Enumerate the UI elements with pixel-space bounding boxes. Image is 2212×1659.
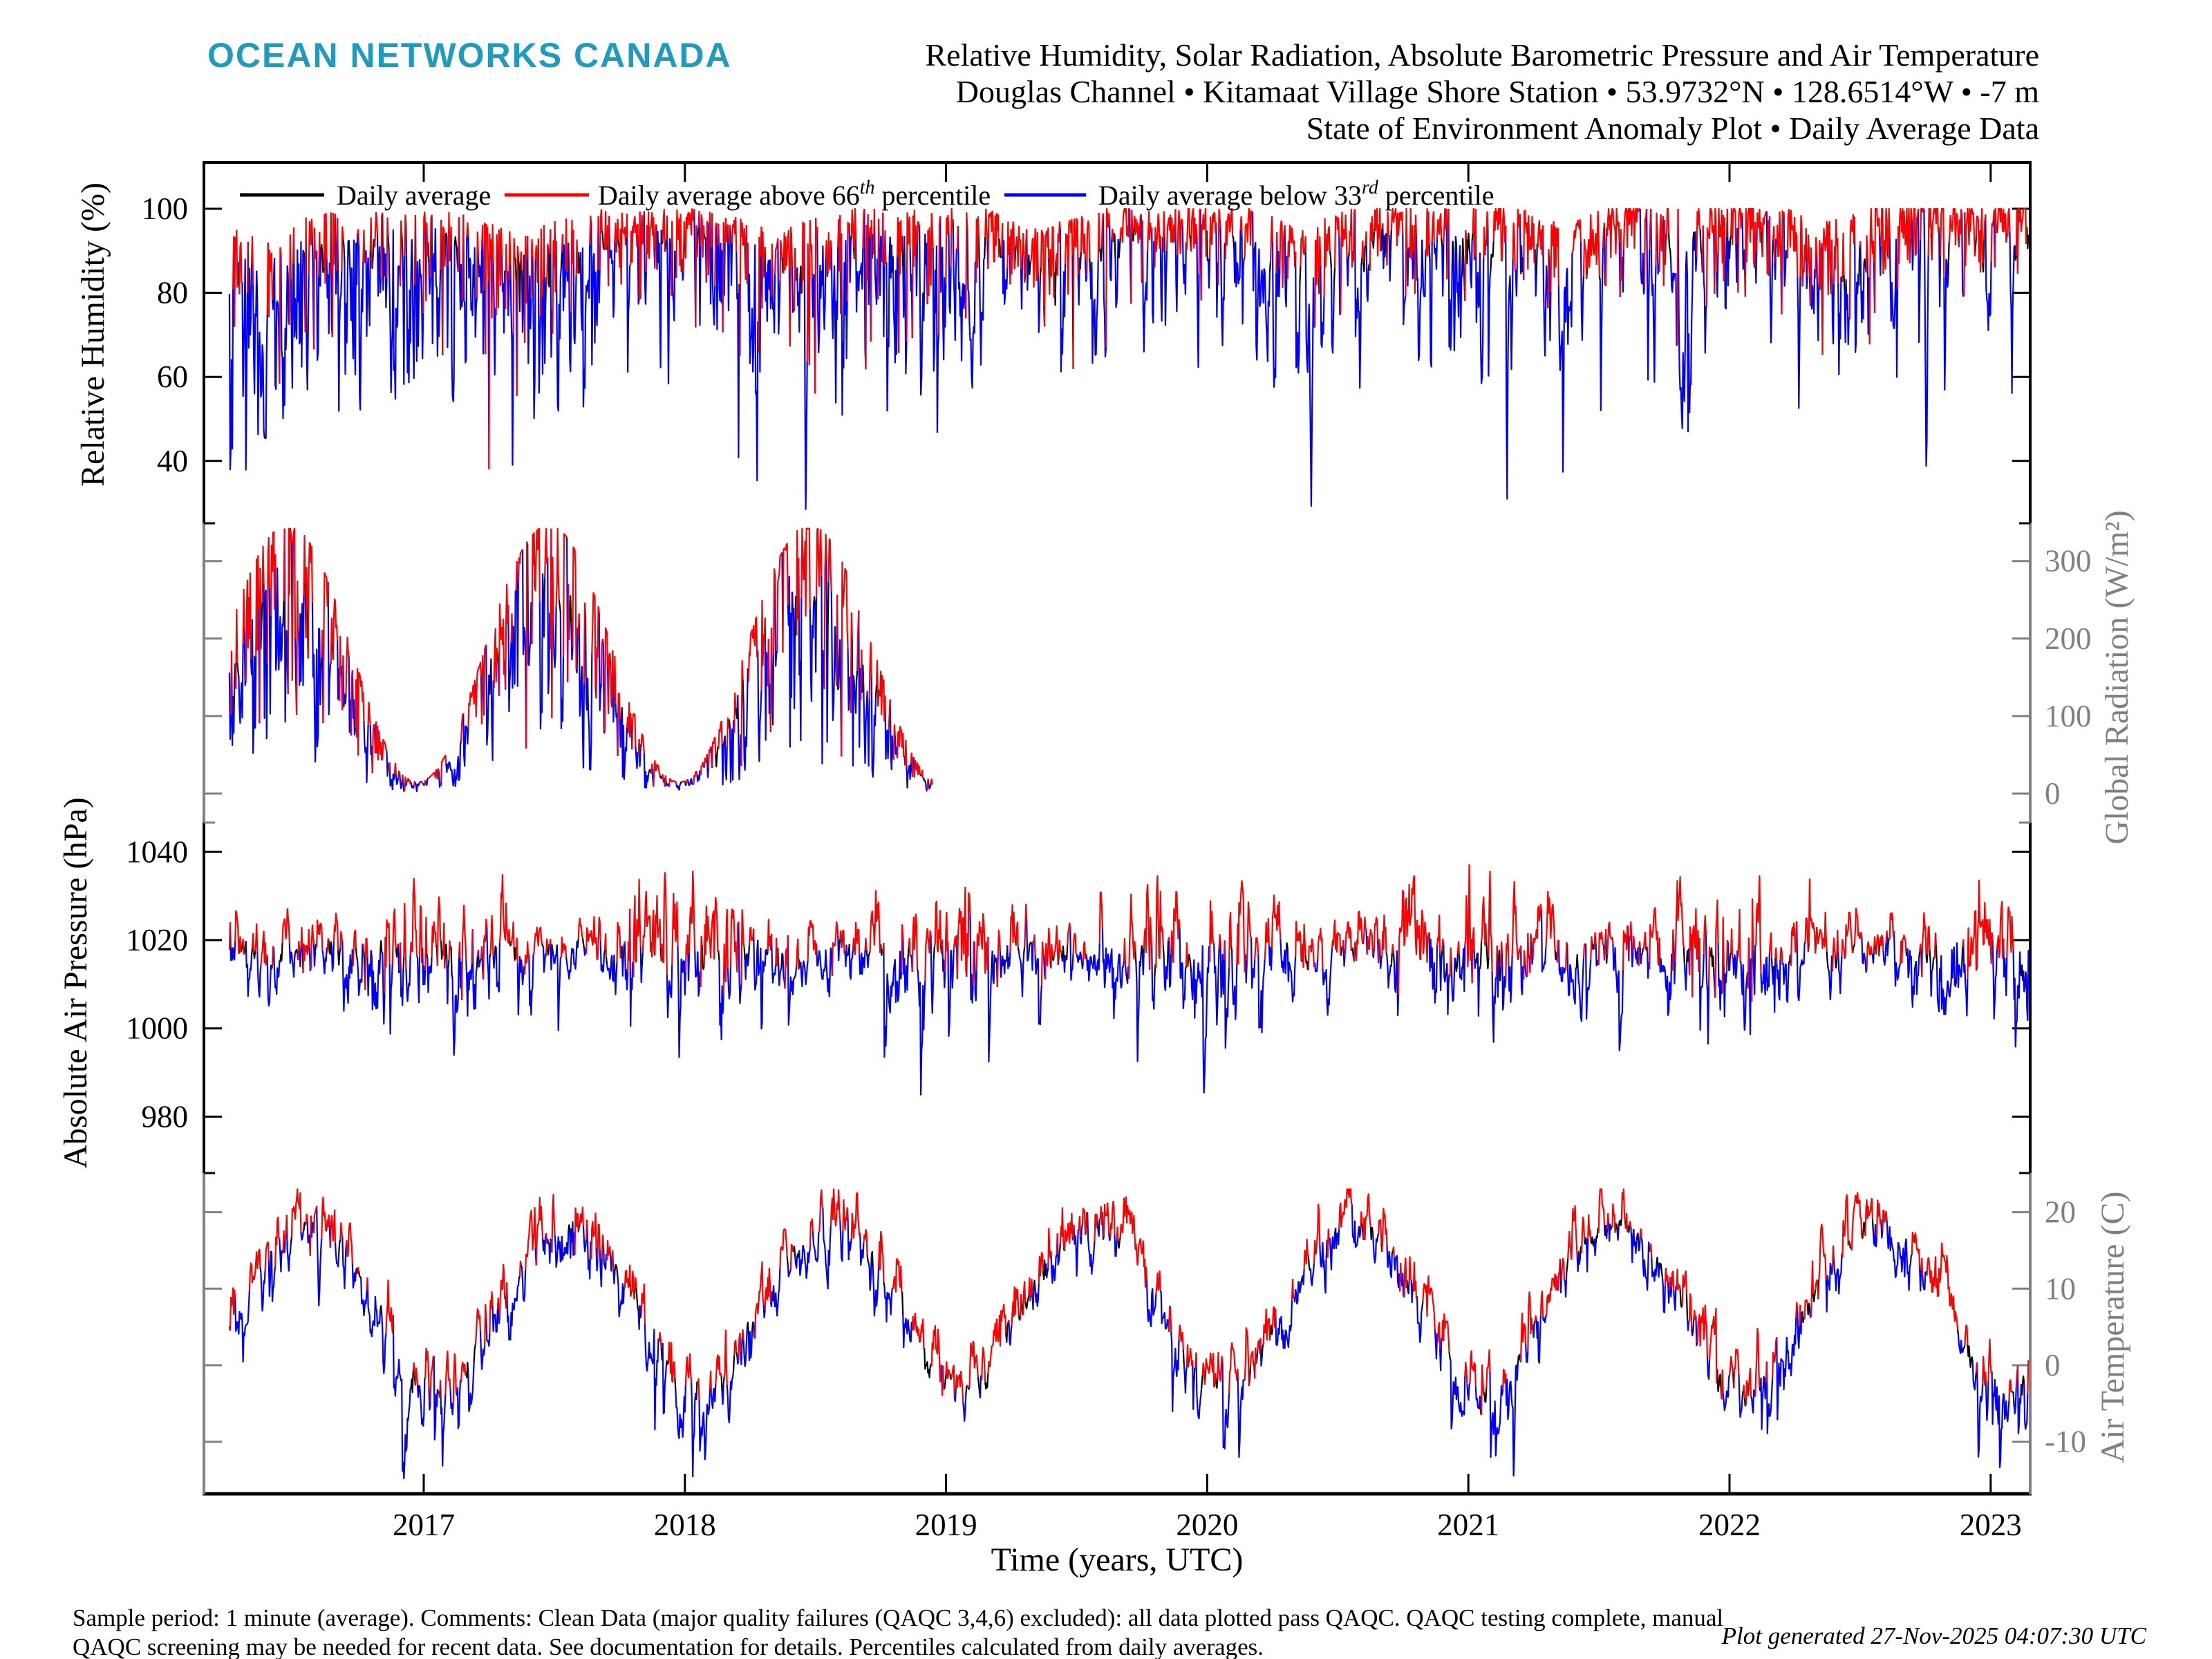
humidity-tick-label: 80 — [157, 276, 188, 310]
pressure-tick-label: 1000 — [126, 1011, 188, 1046]
temperature-axis-title: Air Temperature (C) — [2094, 1192, 2131, 1463]
pressure-series — [228, 864, 2030, 1096]
humidity-line-above66 — [232, 207, 2027, 469]
humidity-axis-title: Relative Humidity (%) — [75, 182, 111, 487]
radiation-series — [228, 527, 933, 793]
humidity-y-ticks: 100 80 60 40 — [142, 191, 2030, 478]
year-label: 2020 — [1176, 1508, 1238, 1542]
legend-label-below33: Daily average below 33rd percentile — [1098, 177, 1494, 211]
pressure-axis-title: Absolute Air Pressure (hPa) — [57, 797, 94, 1168]
humidity-tick-label: 40 — [157, 444, 188, 478]
radiation-tick-label: 300 — [2045, 544, 2092, 579]
temperature-tick-label: 10 — [2045, 1271, 2076, 1306]
plot-title-line-1: Relative Humidity, Solar Radiation, Abso… — [925, 37, 2039, 73]
pressure-tick-label: 1020 — [126, 923, 188, 957]
temperature-series — [228, 1188, 2030, 1479]
radiation-tick-label: 0 — [2045, 776, 2061, 811]
legend: Daily average Daily average above 66th p… — [240, 177, 1494, 211]
pressure-y-ticks: 1040 1020 1000 980 — [126, 834, 2030, 1134]
radiation-line-above66 — [229, 527, 933, 791]
temperature-y-ticks: 20 10 0 -10 — [204, 1195, 2086, 1459]
radiation-y-ticks: 300 200 100 0 — [204, 544, 2092, 811]
x-axis: 2017 2018 2019 2020 2021 2022 2023 — [393, 164, 2022, 1542]
year-label: 2018 — [654, 1508, 716, 1542]
y-axes: 100806040300200100010401020100098020100-… — [126, 191, 2092, 1459]
pressure-tick-label: 1040 — [126, 834, 188, 869]
year-label: 2017 — [393, 1508, 455, 1542]
x-axis-title: Time (years, UTC) — [991, 1541, 1244, 1578]
radiation-tick-label: 100 — [2045, 699, 2092, 733]
year-label: 2023 — [1960, 1508, 2022, 1542]
pressure-tick-label: 980 — [142, 1099, 189, 1134]
footer-line-1: Sample period: 1 minute (average). Comme… — [73, 1604, 1723, 1631]
year-label: 2021 — [1437, 1508, 1499, 1542]
humidity-series — [228, 207, 2030, 510]
plot-generated-timestamp: Plot generated 27-Nov-2025 04:07:30 UTC — [1721, 1622, 2147, 1649]
radiation-tick-label: 200 — [2045, 621, 2092, 656]
pressure-line-above66 — [228, 864, 2014, 1002]
year-label: 2019 — [915, 1508, 977, 1542]
humidity-tick-label: 100 — [142, 191, 189, 226]
temperature-tick-label: 20 — [2045, 1195, 2076, 1230]
radiation-axis-title: Global Radiation (W/m²) — [2099, 510, 2135, 845]
temperature-line-below33 — [234, 1205, 2029, 1479]
plot-title-line-2: Douglas Channel • Kitamaat Village Shore… — [956, 74, 2039, 109]
temperature-line-above66 — [229, 1188, 2030, 1416]
temperature-tick-label: -10 — [2045, 1425, 2086, 1459]
plot-title-line-3: State of Environment Anomaly Plot • Dail… — [1306, 111, 2039, 146]
legend-label-average: Daily average — [337, 180, 491, 211]
onc-logo: OCEAN NETWORKS CANADA — [207, 36, 732, 75]
data-series — [228, 207, 2030, 1479]
year-label: 2022 — [1698, 1508, 1761, 1542]
humidity-tick-label: 60 — [157, 359, 188, 394]
legend-label-above66: Daily average above 66th percentile — [598, 177, 991, 211]
temperature-tick-label: 0 — [2045, 1348, 2061, 1382]
footer-line-2: QAQC screening may be needed for recent … — [73, 1633, 1264, 1659]
